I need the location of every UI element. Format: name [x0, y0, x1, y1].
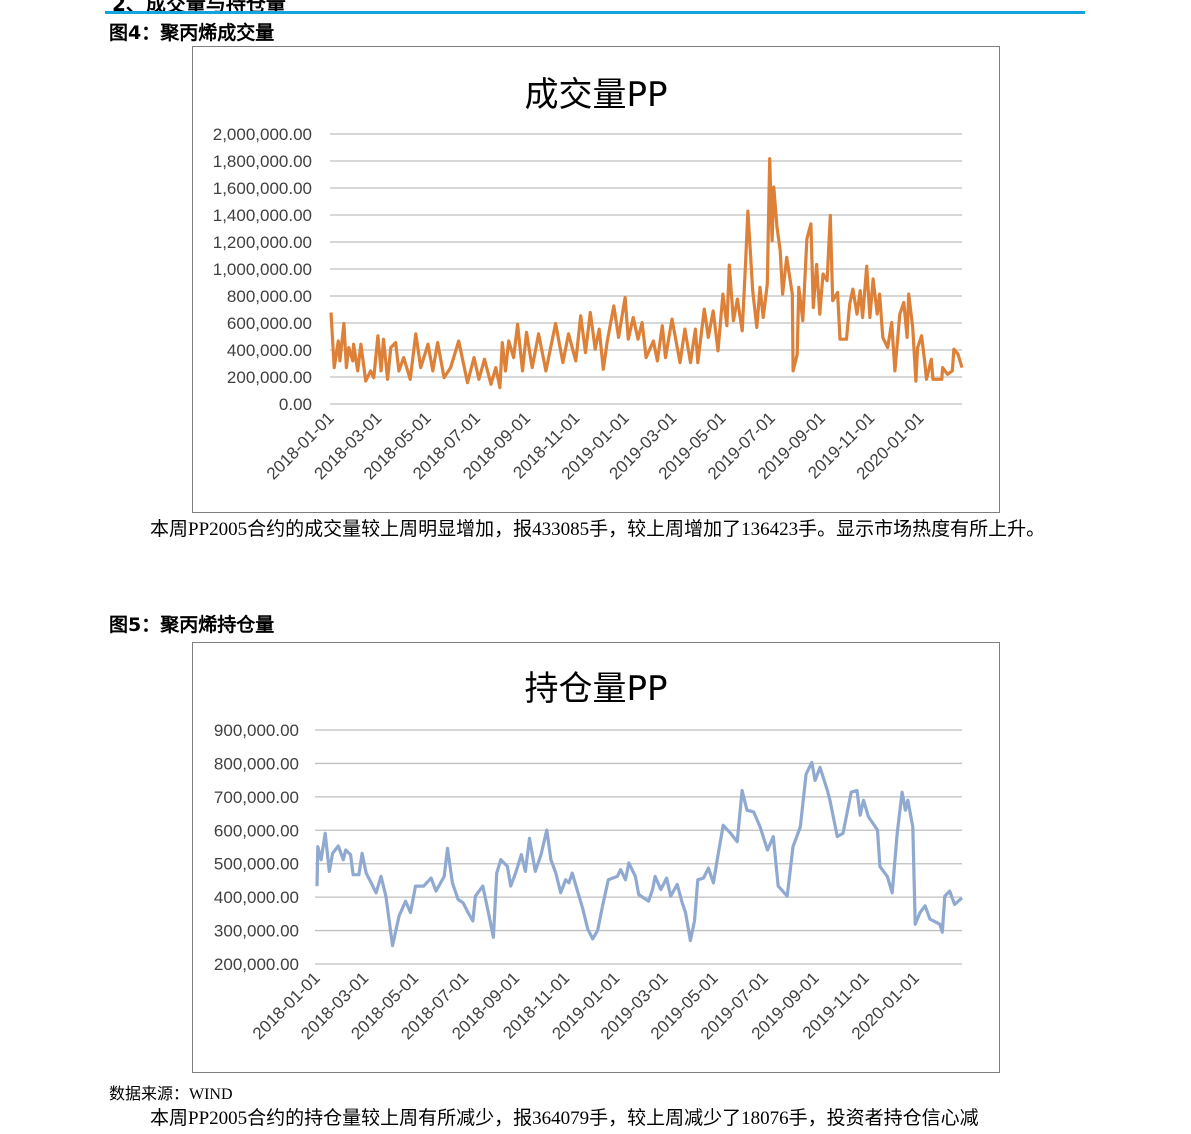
y-tick-label: 200,000.00 — [214, 955, 299, 974]
y-tick-label: 800,000.00 — [214, 754, 299, 773]
y-tick-label: 200,000.00 — [227, 368, 312, 387]
y-tick-label: 1,400,000.00 — [213, 206, 312, 225]
open-interest-chart-plot: 200,000.00 300,000.00 400,000.00 500,000.00… — [214, 721, 964, 1043]
volume-series-line — [329, 157, 964, 390]
y-tick-label: 1,600,000.00 — [213, 179, 312, 198]
y-tick-label: 1,800,000.00 — [213, 152, 312, 171]
open-interest-chart: 持仓量PP 200,000.00 300,000.00 400,000.00 500,… — [192, 642, 1000, 1073]
data-source: 数据来源：WIND — [109, 1086, 233, 1103]
volume-paragraph: 本周PP2005合约的成交量较上周明显增加，报433085手，较上周增加了136… — [150, 519, 1046, 540]
open-interest-chart-title: 持仓量PP — [524, 669, 668, 709]
figure4-caption: 图4：聚丙烯成交量 — [109, 22, 275, 44]
y-tick-label: 1,000,000.00 — [213, 260, 312, 279]
y-tick-label: 900,000.00 — [214, 721, 299, 740]
y-tick-label: 300,000.00 — [214, 922, 299, 941]
volume-chart-plot: 0.00 200,000.00 400,000.00 600,000.00 800,00… — [213, 125, 964, 483]
open-interest-series-line — [315, 760, 964, 948]
section-rule — [105, 11, 1085, 14]
volume-chart: 成交量PP 0.00 200,000.00 400,000.00 600,000.00… — [192, 46, 1000, 513]
y-tick-label: 400,000.00 — [214, 888, 299, 907]
y-tick-label: 600,000.00 — [214, 821, 299, 840]
y-tick-label: 400,000.00 — [227, 341, 312, 360]
y-tick-label: 1,200,000.00 — [213, 233, 312, 252]
figure5-caption: 图5：聚丙烯持仓量 — [109, 614, 275, 636]
y-tick-label: 700,000.00 — [214, 788, 299, 807]
y-tick-label: 800,000.00 — [227, 287, 312, 306]
y-tick-label: 500,000.00 — [214, 855, 299, 874]
section-heading: 2、成交量与持仓量 — [112, 0, 286, 16]
open-interest-paragraph: 本周PP2005合约的持仓量较上周有所减少，报364079手，较上周减少了180… — [150, 1108, 979, 1129]
y-tick-label: 0.00 — [279, 395, 312, 414]
volume-chart-title: 成交量PP — [524, 75, 668, 115]
y-tick-label: 2,000,000.00 — [213, 125, 312, 144]
y-tick-label: 600,000.00 — [227, 314, 312, 333]
